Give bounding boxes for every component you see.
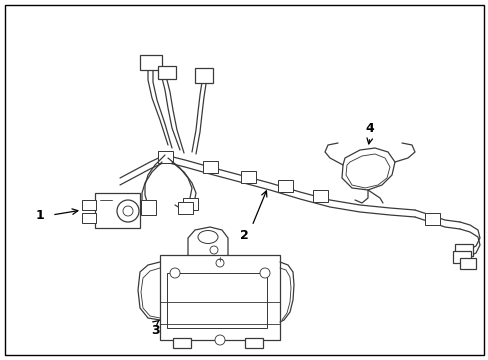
Circle shape xyxy=(123,206,133,216)
Text: 1: 1 xyxy=(36,208,44,221)
Circle shape xyxy=(170,268,180,278)
Polygon shape xyxy=(346,154,389,188)
Bar xyxy=(160,302,280,324)
Bar xyxy=(424,213,439,225)
Polygon shape xyxy=(341,148,394,190)
Bar xyxy=(82,200,96,210)
Bar xyxy=(158,66,176,79)
Bar xyxy=(82,213,96,223)
Circle shape xyxy=(260,268,269,278)
Bar xyxy=(167,273,266,328)
Bar xyxy=(312,190,327,202)
Text: 2: 2 xyxy=(239,229,248,242)
Bar xyxy=(95,193,140,228)
Ellipse shape xyxy=(198,230,218,243)
Circle shape xyxy=(216,259,224,267)
Bar xyxy=(178,202,193,214)
Bar xyxy=(452,251,470,263)
Bar xyxy=(183,198,198,210)
Bar xyxy=(195,68,213,83)
Bar xyxy=(158,151,173,163)
Bar xyxy=(454,244,472,256)
Bar xyxy=(140,55,162,70)
Bar xyxy=(203,161,218,173)
Bar xyxy=(459,258,475,269)
Bar xyxy=(241,171,256,183)
Text: 3: 3 xyxy=(150,324,159,337)
Circle shape xyxy=(117,200,139,222)
Bar xyxy=(278,180,292,192)
Bar xyxy=(173,338,191,348)
Circle shape xyxy=(209,246,218,254)
Bar xyxy=(160,255,280,340)
Bar xyxy=(244,338,263,348)
Text: 4: 4 xyxy=(365,122,374,135)
Bar xyxy=(141,200,156,215)
Circle shape xyxy=(215,335,224,345)
